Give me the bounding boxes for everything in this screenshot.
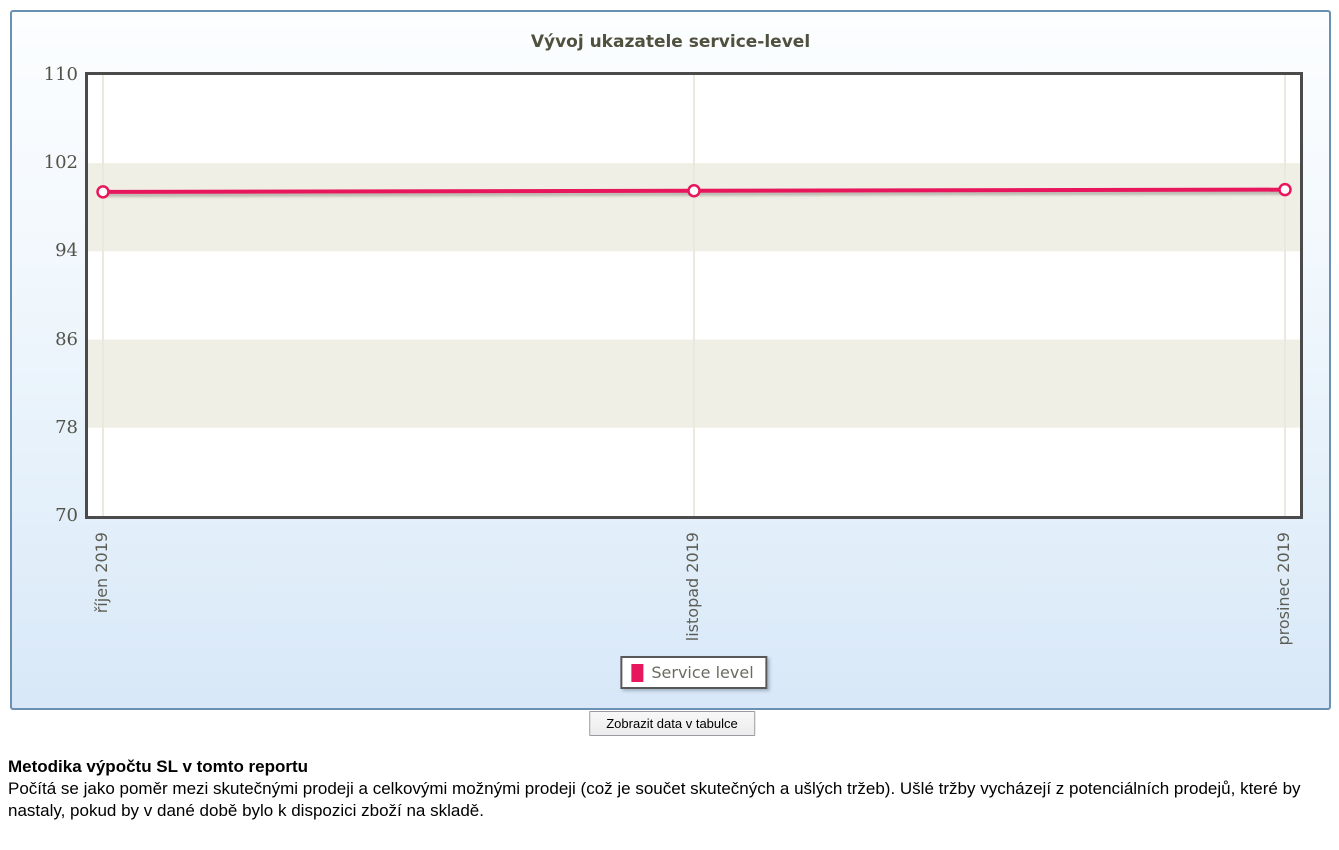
data-point[interactable] (1278, 182, 1292, 197)
x-axis-label: říjen 2019 (92, 532, 111, 614)
x-axis-label: prosinec 2019 (1274, 532, 1293, 646)
methodology-section: Metodika výpočtu SL v tomto reportu Počí… (8, 756, 1328, 822)
y-axis-label: 110 (43, 64, 78, 85)
x-axis-label: listopad 2019 (683, 532, 702, 642)
chart-title: Vývoj ukazatele service-level (530, 32, 811, 52)
methodology-text: Počítá se jako poměr mezi skutečnými pro… (8, 779, 1301, 820)
legend-label: Service level (651, 663, 754, 682)
legend-item-service-level[interactable]: Service level (620, 656, 768, 689)
data-point[interactable] (96, 185, 110, 199)
y-axis-label: 86 (55, 328, 78, 350)
legend-swatch (631, 663, 644, 682)
y-axis-label: 70 (55, 505, 78, 526)
y-axis-label: 94 (55, 240, 78, 262)
y-axis-label: 102 (43, 152, 78, 174)
data-point[interactable] (687, 184, 701, 198)
y-axis-label: 78 (55, 416, 78, 438)
chart-canvas (88, 75, 1300, 516)
plot-area (85, 72, 1303, 519)
show-table-button[interactable]: Zobrazit data v tabulce (589, 711, 755, 736)
methodology-heading: Metodika výpočtu SL v tomto reportu (8, 757, 309, 776)
chart-panel: Vývoj ukazatele service-level 110 102 94 86… (10, 10, 1331, 710)
